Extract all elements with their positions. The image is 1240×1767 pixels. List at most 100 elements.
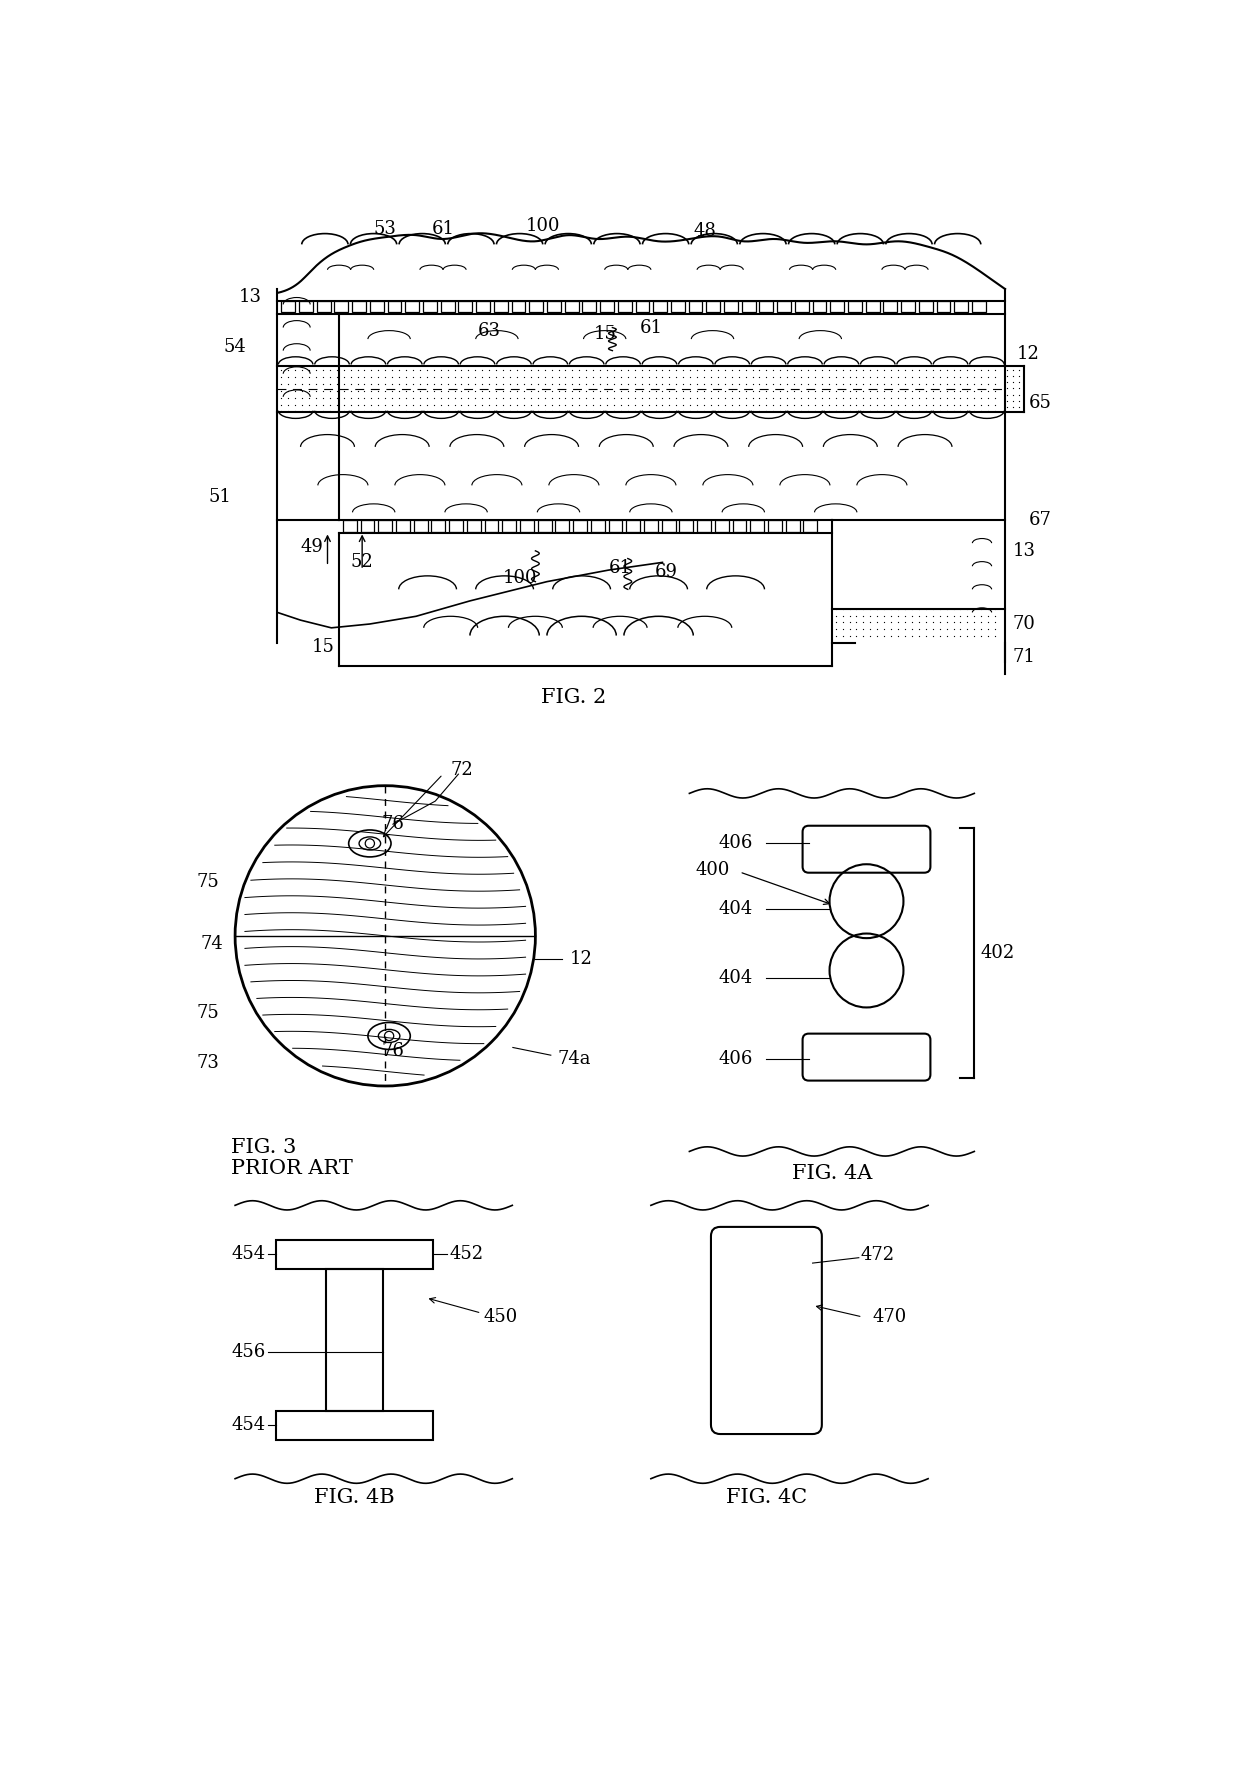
Bar [343, 519, 357, 532]
Bar [423, 300, 436, 313]
Bar [573, 519, 587, 532]
Bar [919, 300, 932, 313]
Bar [440, 300, 455, 313]
Bar [644, 519, 658, 532]
Bar [459, 300, 472, 313]
Bar [449, 519, 463, 532]
Bar [609, 519, 622, 532]
Bar [590, 519, 605, 532]
Bar [714, 519, 729, 532]
Text: 15: 15 [593, 325, 616, 343]
Bar [467, 519, 481, 532]
Text: 49: 49 [300, 537, 324, 557]
Text: 75: 75 [197, 1004, 219, 1021]
Text: 450: 450 [484, 1308, 518, 1325]
Bar [795, 300, 808, 313]
Text: 63: 63 [477, 322, 501, 341]
Text: 54: 54 [223, 337, 247, 355]
Text: 75: 75 [197, 873, 219, 891]
Bar [972, 300, 986, 313]
Bar [529, 300, 543, 313]
Bar [936, 300, 950, 313]
Text: 15: 15 [312, 638, 335, 656]
Bar [812, 300, 826, 313]
Text: FIG. 3: FIG. 3 [231, 1138, 296, 1157]
Bar [618, 300, 631, 313]
Bar [626, 519, 640, 532]
Text: 406: 406 [718, 834, 753, 852]
Text: 406: 406 [718, 1050, 753, 1067]
Bar [494, 300, 507, 313]
Bar [378, 519, 392, 532]
Bar [316, 300, 331, 313]
Bar [742, 300, 755, 313]
Bar [547, 300, 560, 313]
Text: 53: 53 [373, 219, 397, 239]
Bar [848, 300, 862, 313]
Bar [707, 300, 720, 313]
Bar [502, 519, 516, 532]
Text: 12: 12 [570, 951, 593, 968]
Text: 100: 100 [526, 217, 560, 235]
Text: 52: 52 [351, 553, 373, 571]
Bar [476, 300, 490, 313]
Bar [405, 300, 419, 313]
Text: 452: 452 [449, 1244, 484, 1263]
Bar [512, 300, 526, 313]
Bar [275, 1410, 433, 1440]
Bar [662, 519, 676, 532]
Bar [600, 300, 614, 313]
Text: 76: 76 [382, 1043, 404, 1060]
Text: FIG. 4A: FIG. 4A [791, 1163, 872, 1182]
Bar [564, 300, 579, 313]
Bar [485, 519, 498, 532]
Bar [556, 519, 569, 532]
Text: 51: 51 [208, 488, 231, 505]
Bar [759, 300, 774, 313]
Text: 73: 73 [197, 1053, 219, 1073]
Bar [635, 300, 650, 313]
Bar [335, 300, 348, 313]
Text: 72: 72 [451, 762, 474, 779]
Bar [538, 519, 552, 532]
Bar [901, 300, 915, 313]
Bar [432, 519, 445, 532]
Text: 71: 71 [1013, 648, 1035, 666]
Text: 61: 61 [432, 219, 455, 239]
Text: 454: 454 [232, 1415, 267, 1433]
Text: 404: 404 [718, 899, 753, 917]
Text: 12: 12 [1017, 346, 1039, 364]
Text: 70: 70 [1013, 615, 1035, 633]
Bar [866, 300, 879, 313]
Bar [370, 300, 383, 313]
Text: 61: 61 [640, 318, 662, 336]
Text: 402: 402 [981, 944, 1014, 961]
Text: 74: 74 [201, 935, 223, 952]
Bar [388, 300, 402, 313]
Bar [680, 519, 693, 532]
Text: 470: 470 [873, 1308, 906, 1325]
Bar [653, 300, 667, 313]
Text: 13: 13 [1013, 542, 1035, 560]
Bar [671, 300, 684, 313]
Bar [733, 519, 746, 532]
Bar [583, 300, 596, 313]
Text: 472: 472 [861, 1246, 895, 1265]
Bar [414, 519, 428, 532]
Text: 13: 13 [239, 288, 262, 306]
Bar [326, 1269, 383, 1410]
Text: PRIOR ART: PRIOR ART [231, 1159, 353, 1179]
Bar [786, 519, 800, 532]
Text: 456: 456 [232, 1343, 267, 1361]
Bar [724, 300, 738, 313]
Bar [361, 519, 374, 532]
Bar [520, 519, 534, 532]
Bar [281, 300, 295, 313]
Text: 48: 48 [693, 223, 717, 240]
Bar [299, 300, 312, 313]
Bar [352, 300, 366, 313]
Bar [955, 300, 968, 313]
Bar [697, 519, 711, 532]
Text: 74a: 74a [557, 1050, 590, 1067]
Bar [688, 300, 703, 313]
